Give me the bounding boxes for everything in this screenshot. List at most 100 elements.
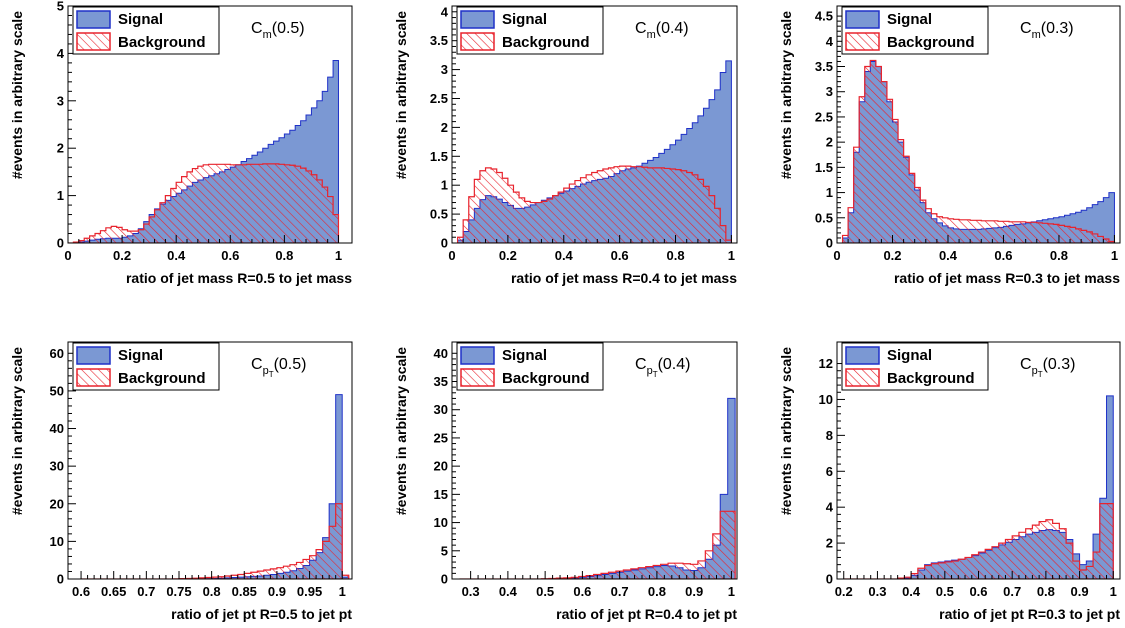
y-tick-label: 30 — [50, 459, 64, 474]
legend: Signal Background — [841, 342, 989, 391]
x-tick-label: 0.5 — [936, 584, 954, 599]
legend-signal-swatch — [76, 346, 111, 365]
y-tick-label: 2 — [826, 135, 833, 150]
x-tick-label: 0.7 — [611, 584, 629, 599]
legend-signal-label: Signal — [118, 347, 163, 364]
y-axis-label: #events in arbitrary scale — [778, 11, 794, 179]
panel-cpt03: 0.2 0.3 0.4 0.5 0.6 0.7 0.8 0.9 1024681012ratio … — [778, 341, 1121, 622]
y-tick-label: 20 — [50, 496, 64, 511]
x-tick-label: 0.6 — [611, 248, 629, 263]
background-histogram — [68, 163, 340, 243]
y-tick-label: 25 — [434, 430, 448, 445]
y-tick-label: 1 — [57, 188, 64, 203]
y-tick-label: 30 — [434, 402, 448, 417]
x-tick-label: 0.6 — [72, 584, 90, 599]
y-tick-label: 0 — [826, 236, 833, 251]
legend-background-swatch — [845, 32, 880, 51]
panel-cpt05: 0.6 0.65 0.7 0.75 0.8 0.85 0.9 0.95 101020304050… — [9, 341, 353, 622]
legend: Signal Background — [72, 342, 220, 391]
legend: Signal Background — [72, 6, 220, 55]
x-tick-label: 0.6 — [994, 248, 1012, 263]
y-tick-label: 3 — [57, 93, 64, 108]
x-tick-label: 1 — [1110, 584, 1117, 599]
y-tick-label: 10 — [434, 515, 448, 530]
y-tick-label: 4 — [826, 34, 834, 49]
x-axis-label: ratio of jet pt R=0.4 to jet pt — [556, 606, 737, 622]
x-tick-label: 0.75 — [166, 584, 191, 599]
panel-annotation: CpT(0.5) — [251, 356, 306, 379]
legend: Signal Background — [841, 6, 989, 55]
x-tick-label: 0.4 — [555, 248, 574, 263]
x-tick-label: 0.3 — [462, 584, 480, 599]
y-tick-label: 2 — [441, 120, 448, 135]
x-tick-label: 0.8 — [275, 248, 293, 263]
legend-background-label: Background — [118, 370, 206, 387]
y-axis-label: #events in arbitrary scale — [9, 11, 25, 179]
panel-annotation: Cm(0.3) — [1020, 20, 1074, 41]
y-tick-label: 50 — [50, 383, 64, 398]
x-tick-label: 0 — [448, 248, 455, 263]
x-tick-label: 0.6 — [573, 584, 591, 599]
background-histogram — [456, 165, 733, 243]
legend-signal-swatch — [460, 346, 495, 365]
x-axis-label: ratio of jet mass R=0.5 to jet mass — [126, 270, 352, 286]
y-tick-label: 3 — [826, 84, 833, 99]
x-tick-label: 0.9 — [685, 584, 703, 599]
background-histogram — [841, 59, 1116, 243]
x-tick-label: 0.7 — [1003, 584, 1021, 599]
background-histogram — [459, 510, 736, 579]
legend: Signal Background — [456, 6, 604, 55]
x-tick-label: 0.4 — [939, 248, 958, 263]
y-tick-label: 2.5 — [430, 91, 448, 106]
y-tick-label: 2 — [826, 536, 833, 551]
panel-annotation: CpT(0.4) — [635, 356, 690, 379]
legend-background-label: Background — [887, 370, 975, 387]
x-axis-label: ratio of jet mass R=0.4 to jet mass — [511, 270, 737, 286]
x-tick-label: 0.2 — [113, 248, 131, 263]
x-axis-label: ratio of jet mass R=0.3 to jet mass — [894, 270, 1120, 286]
y-tick-label: 2.5 — [815, 109, 833, 124]
x-tick-label: 0.85 — [232, 584, 257, 599]
panel-cm04: 0 0.2 0.4 0.6 0.8 1 0 0.5 1 1.5 2 2.5 3 3.5 4 ratio of … — [393, 4, 738, 286]
legend-background-swatch — [460, 32, 495, 51]
panel-cm03: 0 0.2 0.4 0.6 0.8 1 0 0.5 1 1.5 2 2.5 3 3.5 4 4.5 ratio … — [778, 5, 1121, 286]
legend-signal-swatch — [845, 10, 880, 29]
x-tick-label: 0 — [833, 248, 840, 263]
legend-background-label: Background — [502, 370, 590, 387]
x-axis-label: ratio of jet pt R=0.3 to jet pt — [939, 606, 1120, 622]
x-tick-label: 0.3 — [868, 584, 886, 599]
x-tick-label: 0.2 — [499, 248, 517, 263]
x-tick-label: 0.2 — [835, 584, 853, 599]
legend-signal-label: Signal — [502, 347, 547, 364]
panel-annotation: CpT(0.3) — [1020, 356, 1075, 379]
x-tick-label: 1 — [335, 248, 342, 263]
legend-signal-swatch — [460, 10, 495, 29]
y-tick-label: 20 — [434, 459, 448, 474]
plot-frame — [67, 5, 353, 244]
legend-background-swatch — [845, 368, 880, 387]
legend-signal-label: Signal — [502, 11, 547, 28]
y-tick-label: 0.5 — [430, 207, 448, 222]
x-tick-label: 0 — [64, 248, 71, 263]
panel-cm05: 0 0.2 0.4 0.6 0.8 1 0 1 2 3 4 5 ratio of jet mass R=… — [9, 0, 353, 286]
legend-signal-label: Signal — [118, 11, 163, 28]
y-tick-label: 4 — [441, 4, 449, 19]
y-tick-label: 1.5 — [815, 160, 833, 175]
x-tick-label: 0.8 — [1037, 584, 1055, 599]
y-tick-label: 8 — [826, 428, 833, 443]
x-tick-label: 0.2 — [883, 248, 901, 263]
x-tick-label: 1 — [1111, 248, 1118, 263]
legend-background-label: Background — [118, 34, 206, 51]
y-axis-label: #events in arbitrary scale — [778, 347, 794, 515]
y-tick-label: 10 — [819, 392, 833, 407]
panel-annotation: Cm(0.5) — [251, 20, 305, 41]
y-tick-label: 0 — [57, 572, 64, 587]
plot-frame — [67, 341, 353, 580]
y-tick-label: 40 — [434, 346, 448, 361]
y-tick-label: 60 — [50, 346, 64, 361]
x-tick-label: 0.8 — [203, 584, 221, 599]
y-tick-label: 1.5 — [430, 149, 448, 164]
x-tick-label: 0.4 — [499, 584, 518, 599]
y-tick-label: 0 — [57, 236, 64, 251]
y-tick-label: 40 — [50, 421, 64, 436]
